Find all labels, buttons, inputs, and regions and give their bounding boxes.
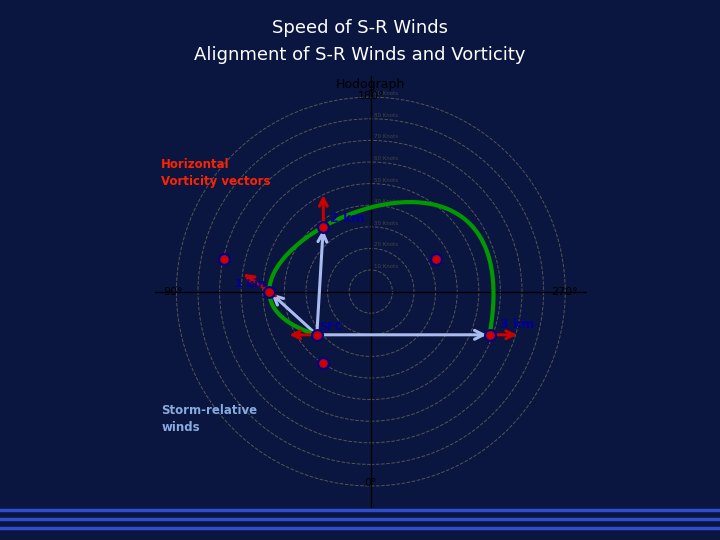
Text: 60 Knots: 60 Knots bbox=[374, 156, 398, 161]
Text: 0°: 0° bbox=[364, 478, 377, 488]
Point bbox=[430, 255, 441, 264]
Text: Alignment of S-R Winds and Vorticity: Alignment of S-R Winds and Vorticity bbox=[194, 46, 526, 64]
Text: 50 Knots: 50 Knots bbox=[374, 178, 398, 183]
Point bbox=[311, 330, 323, 339]
Text: 1 km: 1 km bbox=[235, 279, 265, 289]
Text: 80 Knots: 80 Knots bbox=[374, 113, 398, 118]
Text: Speed of S-R Winds: Speed of S-R Winds bbox=[272, 19, 448, 37]
Point bbox=[318, 359, 329, 367]
Point bbox=[264, 287, 275, 296]
Text: 90°: 90° bbox=[163, 287, 183, 296]
Text: 180°: 180° bbox=[358, 91, 384, 101]
Point bbox=[318, 222, 329, 231]
Text: 70 Knots: 70 Knots bbox=[374, 134, 398, 139]
Text: 30 Knots: 30 Knots bbox=[374, 221, 398, 226]
Text: 10 Knots: 10 Knots bbox=[374, 264, 398, 269]
Text: SFC: SFC bbox=[319, 322, 343, 333]
Point bbox=[484, 330, 495, 339]
Text: Horizontal
Vorticity vectors: Horizontal Vorticity vectors bbox=[161, 158, 271, 188]
Text: 270°: 270° bbox=[552, 287, 578, 296]
Text: 20 Knots: 20 Knots bbox=[374, 242, 398, 247]
Text: 3 km: 3 km bbox=[500, 318, 535, 332]
Text: Storm-relative
winds: Storm-relative winds bbox=[161, 404, 258, 434]
Text: Hodograph: Hodograph bbox=[336, 78, 405, 91]
Text: 90 Knots: 90 Knots bbox=[374, 91, 398, 96]
Text: 2 km: 2 km bbox=[330, 212, 364, 226]
Point bbox=[218, 255, 230, 264]
Text: 40 Knots: 40 Knots bbox=[374, 199, 398, 204]
